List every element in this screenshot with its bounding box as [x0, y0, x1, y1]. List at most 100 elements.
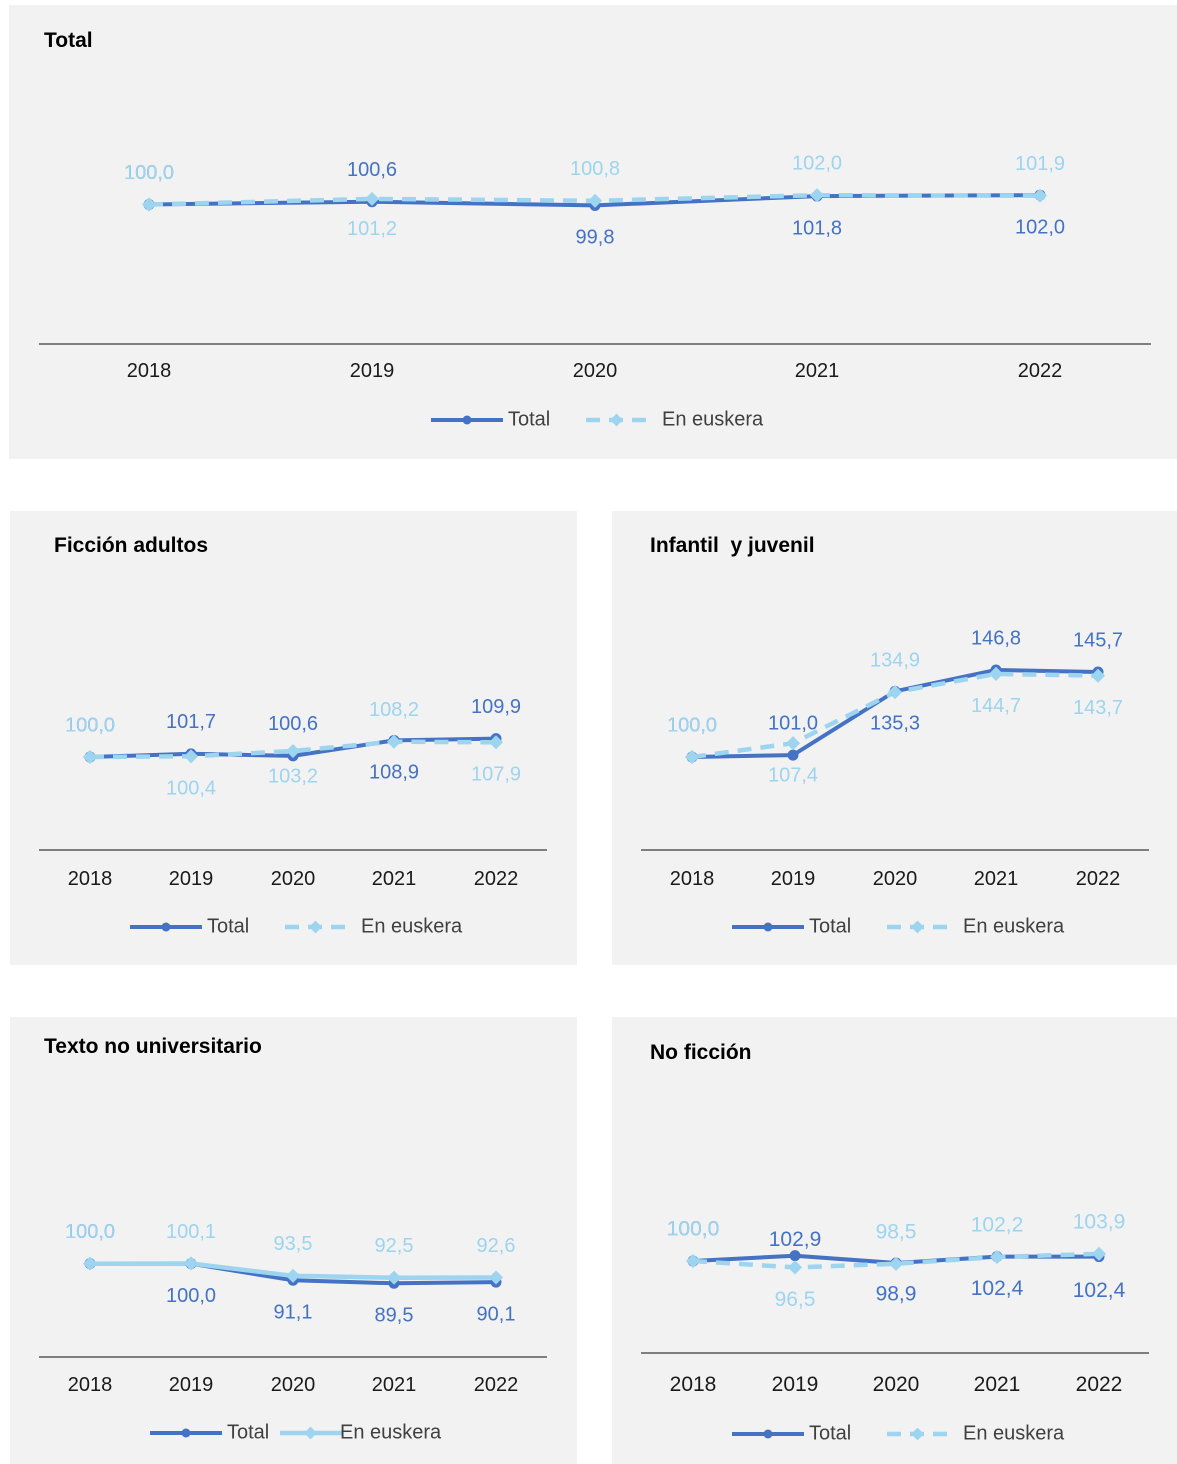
legend-label-total: Total	[207, 915, 249, 937]
data-label-en-euskera: 100,8	[570, 158, 620, 180]
legend-marker-en-euskera	[911, 1427, 924, 1441]
data-point-en-euskera	[82, 1256, 98, 1271]
data-label-total: 101,7	[166, 711, 216, 733]
data-point-en-euskera	[285, 743, 301, 759]
legend-label-en-euskera: En euskera	[361, 915, 463, 937]
data-label-total: 101,8	[792, 217, 842, 239]
data-label-total: 100,0	[667, 1218, 720, 1241]
data-label-total: 89,5	[375, 1305, 414, 1327]
data-point-en-euskera	[488, 735, 504, 750]
chart-svg-total: 2018 2019 2020 2021 2022 100,0 100,6 99,8 101,8 1…	[39, 152, 1151, 430]
chart-svg-ficcion-adultos: 2018 2019 2020 2021 2022 100,0 101,7 100,6 108,9…	[39, 696, 547, 937]
data-point-en-euskera	[364, 191, 380, 206]
legend-marker-en-euskera	[610, 413, 623, 427]
legend-label-total: Total	[809, 1422, 851, 1444]
data-point-en-euskera	[684, 749, 700, 765]
x-tick-label: 2019	[169, 868, 214, 890]
data-point-en-euskera	[386, 734, 402, 749]
data-label-total: 99,8	[576, 227, 615, 249]
data-label-en-euskera: 108,2	[369, 699, 419, 721]
data-label-total: 100,0	[65, 1221, 115, 1243]
chart-title: Total	[44, 29, 93, 52]
legend-marker-en-euskera	[304, 1426, 317, 1440]
data-point-en-euskera	[183, 749, 199, 764]
data-label-total: 91,1	[274, 1302, 313, 1324]
data-label-total: 145,7	[1073, 629, 1123, 651]
data-point-en-euskera	[887, 685, 903, 700]
data-point-en-euskera	[1032, 188, 1048, 203]
x-tick-label: 2018	[670, 868, 715, 890]
chart-panel-ficcion-adultos: Ficción adultos 2018 2019 2020 2021 2022 100,…	[10, 511, 577, 965]
data-point-en-euskera	[988, 666, 1004, 681]
data-point-en-euskera	[141, 197, 157, 212]
data-label-total: 108,9	[369, 762, 419, 784]
legend-label-total: Total	[809, 915, 851, 937]
chart-title: Infantil y juvenil	[650, 534, 815, 557]
legend-label-en-euskera: En euskera	[963, 915, 1065, 937]
data-point-en-euskera	[888, 1256, 904, 1271]
chart-title: No ficción	[650, 1041, 752, 1064]
data-label-en-euskera: 103,9	[1073, 1210, 1126, 1233]
data-label-en-euskera: 96,5	[775, 1288, 816, 1311]
x-tick-label: 2020	[873, 868, 918, 890]
x-tick-label: 2022	[474, 868, 519, 890]
x-tick-label: 2020	[271, 868, 316, 890]
chart-panel-infantil-juvenil: Infantil y juvenil 2018 2019 2020 2021 2022 1…	[612, 511, 1177, 965]
data-point-en-euskera	[989, 1249, 1005, 1265]
x-tick-label: 2020	[271, 1374, 316, 1396]
data-label-en-euskera: 93,5	[274, 1233, 313, 1255]
chart-svg-no-ficcion: 2018 2019 2020 2021 2022 100,0 102,9 98,9 102,4 1…	[641, 1210, 1149, 1444]
data-point-en-euskera	[809, 188, 825, 203]
chart-svg-infantil-juvenil: 2018 2019 2020 2021 2022 100,0 101,0 135,3 146,8…	[641, 627, 1149, 937]
legend-label-en-euskera: En euskera	[340, 1421, 442, 1443]
data-point-en-euskera	[488, 1270, 504, 1285]
data-label-total: 98,9	[876, 1283, 917, 1306]
x-tick-label: 2019	[772, 1373, 819, 1396]
data-label-total: 100,0	[667, 714, 717, 736]
data-label-en-euskera: 102,0	[792, 152, 842, 174]
x-tick-label: 2018	[670, 1373, 717, 1396]
data-label-total: 100,6	[268, 713, 318, 735]
chart-panel-texto-no-universitario: Texto no universitario 2018 2019 2020 2021 2…	[10, 1017, 577, 1464]
data-label-total: 100,0	[124, 162, 174, 184]
x-tick-label: 2020	[873, 1373, 920, 1396]
legend-marker-total	[181, 1428, 191, 1438]
data-label-en-euskera: 143,7	[1073, 697, 1123, 719]
data-label-total: 102,4	[971, 1277, 1024, 1300]
data-label-total: 102,9	[769, 1228, 822, 1251]
data-label-en-euskera: 101,2	[347, 218, 397, 240]
data-label-total: 109,9	[471, 696, 521, 718]
legend-marker-total	[462, 415, 472, 425]
x-tick-label: 2021	[974, 1373, 1021, 1396]
x-tick-label: 2022	[474, 1374, 519, 1396]
x-tick-label: 2022	[1076, 868, 1121, 890]
data-label-en-euskera: 107,4	[768, 764, 818, 786]
data-label-en-euskera: 100,1	[166, 1221, 216, 1243]
data-point-en-euskera	[587, 193, 603, 208]
x-tick-label: 2021	[372, 1374, 417, 1396]
x-tick-label: 2021	[795, 360, 840, 382]
data-label-total: 100,0	[65, 714, 115, 736]
legend-marker-total	[161, 922, 171, 932]
x-tick-label: 2019	[350, 360, 395, 382]
legend-label-total: Total	[508, 408, 550, 430]
chart-title: Texto no universitario	[44, 1035, 262, 1058]
x-tick-label: 2018	[127, 360, 172, 382]
data-label-total: 100,6	[347, 159, 397, 181]
data-label-en-euskera: 102,2	[971, 1214, 1024, 1237]
legend-label-total: Total	[227, 1421, 269, 1443]
legend-marker-total	[763, 922, 773, 932]
data-point-total	[789, 1250, 801, 1262]
data-label-en-euskera: 100,4	[166, 778, 216, 800]
data-label-en-euskera: 92,6	[477, 1235, 516, 1257]
data-label-total: 146,8	[971, 627, 1021, 649]
x-tick-label: 2018	[68, 1374, 113, 1396]
legend-marker-en-euskera	[911, 920, 924, 934]
data-label-en-euskera: 144,7	[971, 695, 1021, 717]
x-tick-label: 2018	[68, 868, 113, 890]
data-point-en-euskera	[785, 736, 801, 751]
chart-svg-texto-no-universitario: 2018 2019 2020 2021 2022 100,0 100,0 91,1 89,5 90…	[39, 1221, 547, 1443]
data-label-en-euskera: 100,0	[124, 162, 174, 184]
x-tick-label: 2019	[771, 868, 816, 890]
data-label-en-euskera: 98,5	[876, 1220, 917, 1243]
